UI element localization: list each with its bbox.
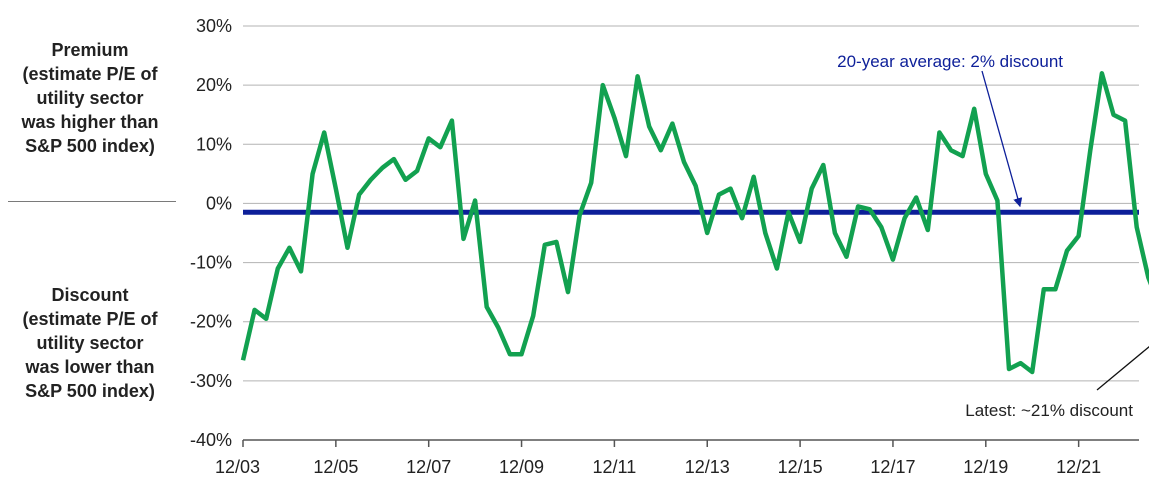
x-tick-label: 12/09: [499, 457, 544, 477]
premium-title: Premium: [51, 40, 129, 60]
side-divider: [8, 201, 176, 202]
series-points: [242, 73, 1149, 373]
y-axis-tick-labels: -40% -30% -20% -10% 0% 10% 20% 30%: [190, 16, 232, 450]
discount-line-3: was lower than: [25, 357, 155, 377]
discount-line-1: (estimate P/E of: [22, 309, 158, 329]
x-axis-tick-labels: 12/03 12/05 12/07 12/09 12/11 12/13 12/15 12/17…: [215, 457, 1101, 477]
discount-line-4: S&P 500 index): [25, 381, 155, 401]
latest-annotation-label: Latest: ~21% discount: [965, 401, 1133, 420]
latest-annotation-arrow: [1096, 346, 1149, 391]
y-tick-label: -20%: [190, 312, 232, 332]
discount-line-2: utility sector: [36, 333, 144, 353]
average-annotation-label: 20-year average: 2% discount: [837, 52, 1063, 71]
premium-line-4: S&P 500 index): [25, 136, 155, 156]
x-tick-label: 12/05: [313, 457, 358, 477]
y-tick-label: 0%: [206, 193, 232, 213]
y-tick-label: -30%: [190, 371, 232, 391]
premium-line-1: (estimate P/E of: [22, 64, 158, 84]
premium-line-3: was higher than: [21, 112, 159, 132]
x-tick-label: 12/03: [215, 457, 260, 477]
x-tick-label: 12/21: [1056, 457, 1101, 477]
grid-lines: [243, 25, 1139, 382]
x-tick-label: 12/19: [963, 457, 1008, 477]
x-tick-label: 12/17: [870, 457, 915, 477]
x-tick-label: 12/07: [406, 457, 451, 477]
discount-label: Discount (estimate P/E of utility sector…: [0, 283, 180, 403]
y-tick-label: -10%: [190, 253, 232, 273]
x-axis: [242, 439, 1139, 447]
premium-label: Premium (estimate P/E of utility sector …: [0, 38, 180, 158]
y-tick-label: -40%: [190, 430, 232, 450]
average-annotation-arrow: [981, 70, 1023, 208]
x-tick-label: 12/15: [778, 457, 823, 477]
x-tick-label: 12/13: [685, 457, 730, 477]
y-tick-label: 10%: [196, 134, 232, 154]
x-tick-label: 12/11: [593, 457, 637, 477]
premium-line-2: utility sector: [36, 88, 144, 108]
discount-title: Discount: [51, 285, 129, 305]
y-tick-label: 30%: [196, 16, 232, 36]
y-tick-label: 20%: [196, 75, 232, 95]
series-line-pe-relative: [240, 71, 1149, 375]
